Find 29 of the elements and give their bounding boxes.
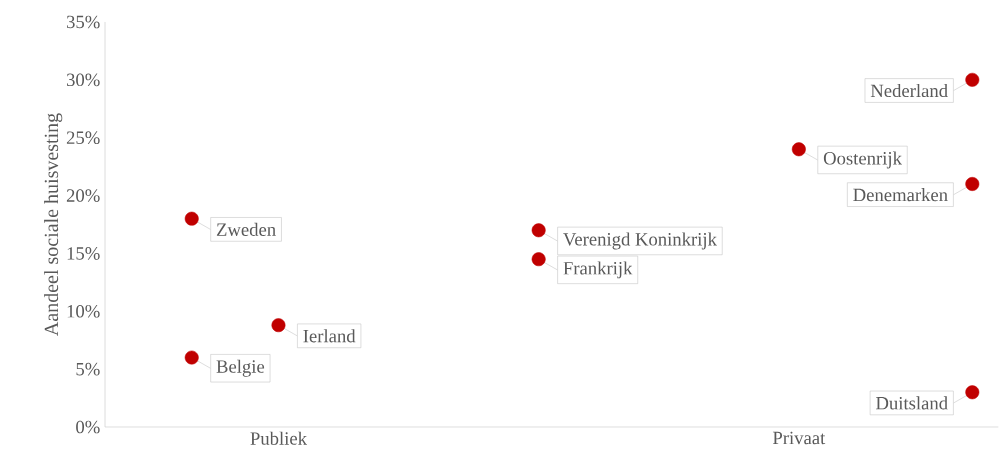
x-tick-label: Privaat — [772, 431, 826, 445]
y-tick-label: 15% — [67, 247, 100, 260]
series-label: Zweden — [216, 222, 276, 236]
point — [184, 211, 199, 226]
series-label: Duitsland — [876, 396, 948, 410]
series-label: Ierland — [303, 329, 356, 343]
series-label: Nederland — [870, 83, 948, 98]
y-tick-label: 35% — [66, 15, 100, 29]
y-tick-label: 20% — [66, 189, 100, 202]
y-tick-label: 10% — [67, 304, 100, 318]
point — [184, 350, 199, 365]
y-tick-label: 0% — [76, 420, 100, 434]
point — [791, 142, 806, 157]
series-label: Verenigd Koninkrijk — [563, 232, 717, 250]
x-tick-label: Publiek — [250, 431, 308, 445]
y-tick-label: 30% — [66, 73, 100, 87]
point — [965, 177, 980, 191]
y-tick-label: 5% — [76, 362, 100, 376]
point — [531, 252, 546, 267]
y-tick-label: 25% — [66, 131, 100, 145]
y-axis-title: Aandeel sociale huisvesting — [44, 113, 63, 336]
series-label: Denemarken — [853, 188, 948, 202]
point — [965, 72, 980, 87]
series-label: Frankrijk — [563, 261, 633, 279]
series-label: Oostenrijk — [823, 151, 902, 169]
point — [965, 385, 980, 400]
series-label: Belgie — [216, 359, 265, 377]
point — [531, 223, 546, 238]
point — [271, 318, 286, 333]
